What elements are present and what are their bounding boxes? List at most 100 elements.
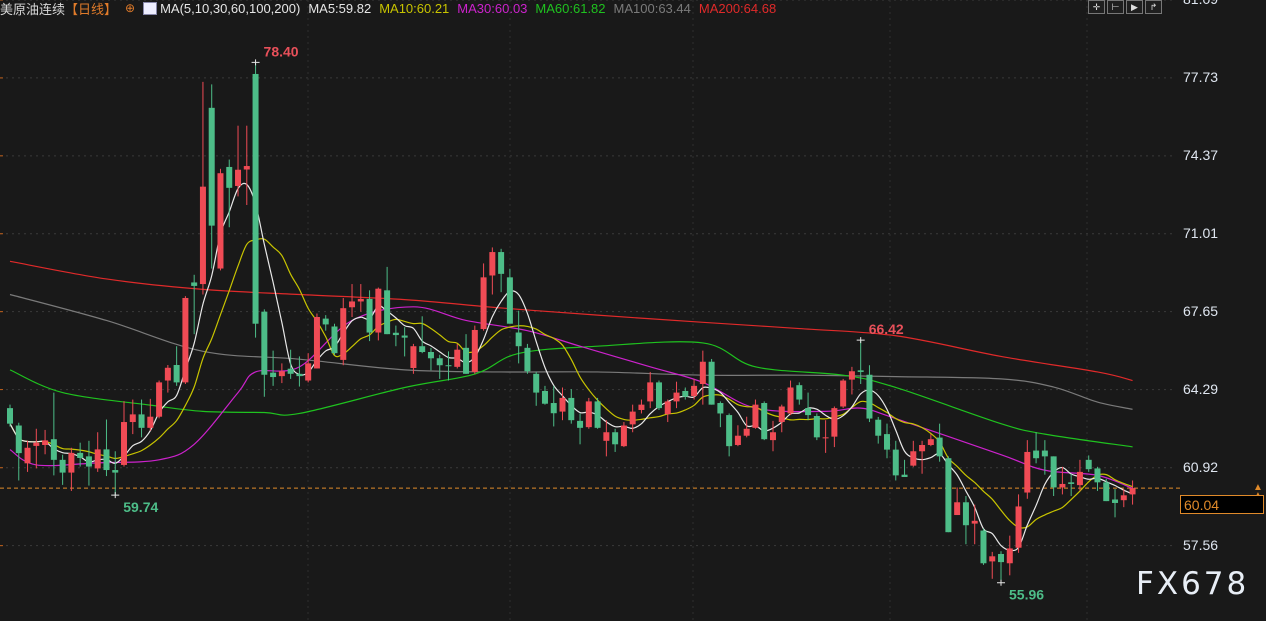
candle[interactable] bbox=[489, 247, 496, 295]
candle[interactable] bbox=[901, 459, 908, 477]
candle[interactable] bbox=[1024, 440, 1031, 499]
candle[interactable] bbox=[401, 327, 408, 357]
crosshair-icon[interactable]: ✛ bbox=[1088, 0, 1105, 14]
candle[interactable] bbox=[892, 440, 899, 481]
candle[interactable] bbox=[559, 387, 566, 421]
candle[interactable] bbox=[962, 496, 969, 545]
candle[interactable] bbox=[1033, 432, 1040, 464]
candle[interactable] bbox=[1120, 489, 1127, 508]
candle[interactable] bbox=[1006, 535, 1013, 576]
candle[interactable] bbox=[515, 310, 522, 364]
candle[interactable] bbox=[550, 385, 557, 427]
candle[interactable] bbox=[568, 389, 575, 424]
candle[interactable] bbox=[831, 406, 838, 448]
candle[interactable] bbox=[410, 343, 417, 374]
candle[interactable] bbox=[322, 315, 329, 331]
candle[interactable] bbox=[945, 456, 952, 533]
candle[interactable] bbox=[612, 428, 619, 452]
candle[interactable] bbox=[761, 401, 768, 441]
candle[interactable] bbox=[331, 323, 338, 355]
candle[interactable] bbox=[533, 371, 540, 406]
candle[interactable] bbox=[866, 365, 873, 423]
candle[interactable] bbox=[392, 325, 399, 347]
candle[interactable] bbox=[85, 440, 92, 486]
candle[interactable] bbox=[840, 378, 847, 409]
candle[interactable] bbox=[1076, 459, 1083, 491]
candle[interactable] bbox=[296, 356, 303, 387]
candle[interactable] bbox=[208, 84, 215, 269]
candle[interactable] bbox=[156, 380, 163, 419]
candle[interactable] bbox=[629, 404, 636, 433]
candle[interactable] bbox=[1094, 466, 1101, 491]
candle[interactable] bbox=[743, 416, 750, 438]
candle[interactable] bbox=[463, 334, 470, 374]
candle[interactable] bbox=[796, 382, 803, 405]
candle[interactable] bbox=[498, 248, 505, 293]
candle[interactable] bbox=[919, 440, 926, 474]
candle[interactable] bbox=[577, 413, 584, 445]
candle[interactable] bbox=[121, 401, 128, 467]
candle[interactable] bbox=[822, 420, 829, 453]
crosshair-circle-icon[interactable]: ⊕ bbox=[125, 1, 136, 15]
export-icon[interactable]: ↱ bbox=[1145, 0, 1162, 14]
candle[interactable] bbox=[594, 397, 601, 429]
candle[interactable] bbox=[726, 413, 733, 457]
candle[interactable] bbox=[366, 290, 373, 342]
play-icon[interactable]: ▶ bbox=[1126, 0, 1143, 14]
candle[interactable] bbox=[989, 551, 996, 579]
candle[interactable] bbox=[541, 385, 548, 405]
candle[interactable] bbox=[1085, 455, 1092, 472]
candle[interactable] bbox=[848, 366, 855, 395]
axis-icon[interactable]: ⊢ bbox=[1107, 0, 1124, 14]
candle[interactable] bbox=[717, 401, 724, 428]
candle[interactable] bbox=[138, 399, 145, 438]
period-selector[interactable]: 【日线】 bbox=[65, 1, 118, 17]
candle[interactable] bbox=[708, 358, 715, 405]
candle[interactable] bbox=[147, 398, 154, 431]
candle[interactable] bbox=[1112, 489, 1119, 518]
candle[interactable] bbox=[620, 422, 627, 448]
candle[interactable] bbox=[217, 168, 224, 271]
candle[interactable] bbox=[226, 159, 233, 228]
candle[interactable] bbox=[471, 325, 478, 374]
candle[interactable] bbox=[445, 351, 452, 381]
candle[interactable] bbox=[805, 392, 812, 421]
candle[interactable] bbox=[42, 429, 49, 455]
candle[interactable] bbox=[480, 263, 487, 331]
instrument-title[interactable]: 美原油连续 bbox=[0, 1, 66, 17]
candle[interactable] bbox=[375, 287, 382, 341]
candle[interactable] bbox=[59, 454, 66, 485]
candle[interactable] bbox=[103, 419, 110, 477]
candle[interactable] bbox=[884, 423, 890, 459]
candle[interactable] bbox=[436, 354, 443, 379]
candle[interactable] bbox=[936, 423, 943, 462]
candle[interactable] bbox=[910, 440, 917, 467]
candle[interactable] bbox=[243, 125, 250, 205]
candle[interactable] bbox=[638, 399, 645, 414]
candle[interactable] bbox=[173, 346, 180, 386]
candle[interactable] bbox=[235, 125, 242, 197]
candle[interactable] bbox=[287, 349, 294, 379]
candle[interactable] bbox=[927, 434, 934, 447]
candle[interactable] bbox=[427, 347, 434, 371]
candle[interactable] bbox=[524, 343, 531, 374]
candle[interactable] bbox=[699, 350, 706, 405]
candle[interactable] bbox=[857, 340, 864, 385]
candle[interactable] bbox=[384, 266, 391, 335]
candle[interactable] bbox=[1068, 473, 1075, 497]
candle[interactable] bbox=[33, 428, 40, 469]
candle[interactable] bbox=[129, 399, 136, 435]
candle[interactable] bbox=[15, 422, 22, 481]
candle[interactable] bbox=[454, 343, 461, 369]
candle[interactable] bbox=[1059, 466, 1066, 495]
candle[interactable] bbox=[778, 404, 785, 433]
candle[interactable] bbox=[182, 296, 189, 385]
candle[interactable] bbox=[164, 364, 171, 393]
candle[interactable] bbox=[875, 416, 882, 444]
candle[interactable] bbox=[50, 392, 57, 476]
candle[interactable] bbox=[1103, 478, 1110, 502]
candle[interactable] bbox=[954, 487, 961, 516]
candle[interactable] bbox=[419, 316, 426, 354]
candle[interactable] bbox=[647, 371, 654, 409]
candle[interactable] bbox=[734, 425, 741, 447]
